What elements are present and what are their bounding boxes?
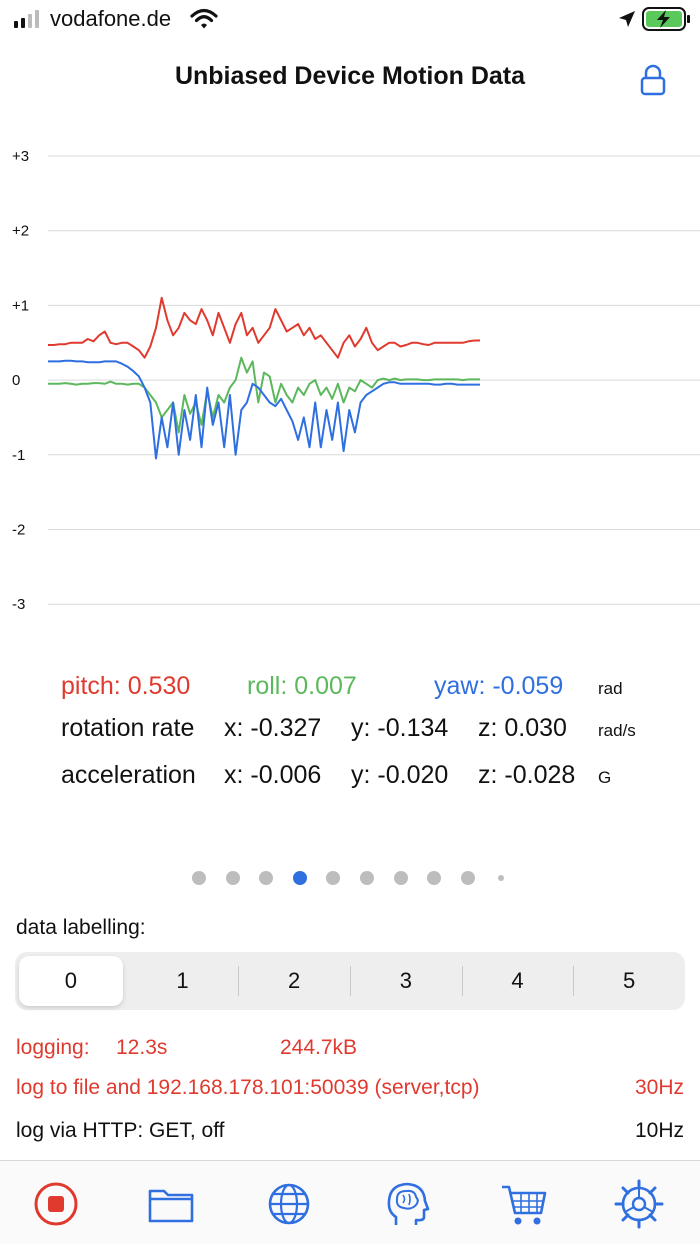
log-rate: 30Hz [634, 1076, 684, 1099]
tab-bar [0, 1160, 700, 1244]
chart-y-tick-label: 0 [12, 372, 20, 389]
chart-y-tick-label: -1 [12, 447, 25, 464]
motion-chart: +3 +2 +1 0 -1 -2 -3 [12, 148, 700, 613]
logging-duration: 12.3s [116, 1036, 168, 1059]
page-title: Unbiased Device Motion Data [174, 62, 526, 90]
angle-unit: rad [598, 679, 623, 698]
lock-icon[interactable] [640, 64, 666, 96]
segment-divider [238, 966, 240, 996]
http-log-status: log via HTTP: GET, off [16, 1119, 225, 1142]
page-dot[interactable] [326, 871, 341, 885]
chart-y-tick-label: -2 [12, 522, 25, 539]
page-dot[interactable] [498, 875, 505, 881]
series-line-roll [48, 356, 480, 434]
chart-y-tick-label: -3 [12, 596, 25, 613]
page-dot[interactable] [192, 871, 206, 885]
rotation-x-value: x: -0.327 [224, 714, 322, 742]
label-option-1[interactable]: 1 [176, 968, 189, 993]
acceleration-y-value: y: -0.020 [351, 761, 449, 789]
logging-size: 244.7kB [280, 1036, 358, 1059]
page-dot[interactable] [393, 871, 408, 885]
segment-divider [350, 966, 351, 996]
brain-head-icon[interactable] [382, 1179, 432, 1229]
rotation-unit: rad/s [598, 721, 636, 740]
page-dot[interactable] [259, 871, 274, 885]
chart-y-tick-label: +2 [12, 223, 29, 240]
rotation-z-value: z: 0.030 [478, 714, 567, 742]
labelling-title: data labelling: [16, 916, 146, 939]
series-line-yaw [48, 359, 480, 460]
status-bar: vodafone.de [0, 0, 700, 40]
label-option-2[interactable]: 2 [288, 968, 301, 993]
page-dot[interactable] [360, 871, 374, 885]
label-option-3[interactable]: 3 [399, 968, 412, 993]
wifi-icon [190, 8, 218, 29]
cellular-signal-icon [14, 10, 39, 28]
labelling-segmented-control[interactable]: 0 1 2 3 4 5 [15, 952, 685, 1010]
label-option-4[interactable]: 4 [511, 968, 524, 993]
page-dot[interactable] [225, 871, 240, 885]
folder-icon[interactable] [146, 1179, 196, 1229]
page-dot[interactable] [460, 871, 475, 885]
roll-value: roll: 0.007 [247, 672, 357, 700]
page-dot[interactable] [427, 871, 442, 885]
chart-y-tick-label: +1 [12, 297, 29, 314]
logging-label: logging: [16, 1036, 90, 1059]
acceleration-label: acceleration [61, 761, 196, 789]
acceleration-unit: G [598, 768, 612, 787]
series-line-pitch [48, 296, 480, 359]
carrier-name: vodafone.de [50, 6, 172, 31]
segment-divider [461, 966, 463, 996]
page-indicator[interactable] [0, 870, 700, 886]
label-option-5[interactable]: 5 [623, 968, 636, 993]
globe-icon[interactable] [264, 1179, 314, 1229]
motion-readouts: pitch: 0.530 roll: 0.007 yaw: -0.059 rad… [0, 668, 700, 798]
label-option-0[interactable]: 0 [19, 956, 123, 1006]
pitch-value: pitch: 0.530 [61, 672, 191, 700]
cart-icon[interactable] [499, 1179, 549, 1229]
record-stop-icon[interactable] [31, 1179, 81, 1229]
acceleration-x-value: x: -0.006 [224, 761, 322, 789]
chart-y-tick-label: +3 [12, 148, 29, 165]
log-destination: log to file and 192.168.178.101:50039 (s… [16, 1076, 480, 1099]
http-log-rate: 10Hz [634, 1119, 684, 1142]
acceleration-z-value: z: -0.028 [478, 761, 576, 789]
page-dot[interactable] [292, 871, 307, 885]
settings-gear-icon[interactable] [614, 1179, 664, 1229]
location-arrow-icon [619, 11, 635, 27]
segment-divider [573, 966, 575, 996]
yaw-value: yaw: -0.059 [434, 672, 564, 700]
battery-charging-icon [642, 7, 690, 31]
rotation-rate-label: rotation rate [61, 714, 195, 742]
rotation-y-value: y: -0.134 [351, 714, 449, 742]
